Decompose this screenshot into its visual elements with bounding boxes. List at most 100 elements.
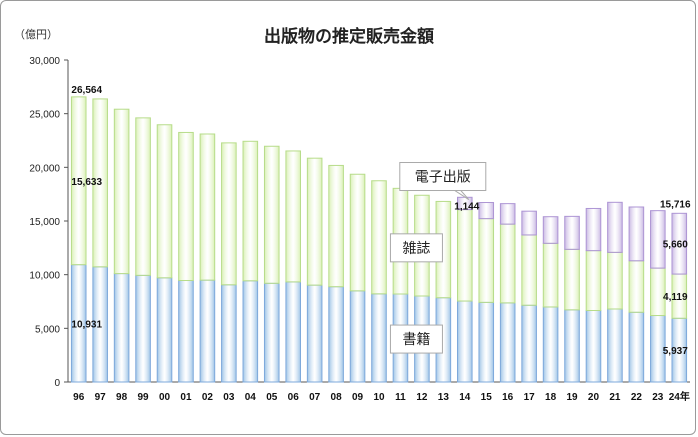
data-label: 4,119 (663, 292, 688, 303)
bar-segment-magazines (178, 131, 194, 282)
x-tick-label: 20 (588, 392, 600, 403)
bar-segment-magazines (328, 164, 344, 288)
bar-segment-magazines (457, 209, 473, 302)
x-tick-label: 18 (545, 392, 557, 403)
bar-segment-books (135, 274, 151, 383)
bar-segment-books (242, 280, 259, 383)
x-tick-label: 97 (95, 392, 107, 403)
y-tick-label: 25,000 (29, 110, 60, 121)
data-label: 15,633 (71, 177, 102, 188)
bar-segment-magazines (199, 133, 216, 281)
callout-digital-label: 電子出版 (415, 170, 471, 186)
y-tick-label: 15,000 (29, 217, 60, 228)
data-label: 26,564 (71, 85, 102, 96)
bar-segment-magazines (156, 124, 173, 279)
bar-segment-books (349, 290, 366, 383)
x-tick-label: 99 (138, 392, 150, 403)
x-tick-label: 13 (438, 392, 450, 403)
bar-segment-magazines (628, 260, 645, 313)
x-tick-label: 10 (373, 392, 385, 403)
bar-segment-books (478, 301, 495, 383)
bar-segment-books (499, 302, 516, 383)
x-tick-label: 17 (524, 392, 536, 403)
data-label: 10,931 (71, 319, 102, 330)
bar-segment-books (564, 309, 580, 383)
bar-segment-magazines (242, 140, 259, 282)
y-tick-label: 20,000 (29, 163, 60, 174)
bar-segment-magazines (135, 117, 151, 276)
x-tick-label: 14 (459, 392, 471, 403)
bar-segment-digital (499, 203, 516, 225)
x-tick-label: 15 (481, 392, 493, 403)
bar-segment-digital (671, 212, 688, 275)
x-tick-label: 16 (502, 392, 514, 403)
bar-segment-books (628, 311, 645, 383)
bar-segment-magazines (478, 218, 495, 303)
data-label: 5,660 (663, 240, 688, 251)
bar-segment-magazines (221, 142, 237, 286)
x-tick-label: 09 (352, 392, 364, 403)
x-tick-label: 96 (73, 392, 85, 403)
data-label: 1,144 (454, 201, 479, 212)
bar-segment-magazines (585, 250, 602, 312)
x-tick-label: 06 (288, 392, 300, 403)
bar-segment-digital (521, 210, 537, 236)
bar-segment-books (607, 308, 623, 383)
bar-segment-magazines (349, 173, 366, 292)
bar-segment-books (585, 310, 602, 383)
bar-segment-books (306, 284, 323, 383)
callout-books-label: 書籍 (402, 331, 430, 348)
bar-segment-books (371, 293, 387, 383)
x-tick-label: 24年 (669, 390, 690, 403)
bar-segment-books (178, 280, 194, 383)
data-label: 15,716 (660, 199, 691, 210)
bar-segment-magazines (521, 234, 537, 306)
bar-segment-digital (585, 207, 602, 252)
x-tick-label: 05 (266, 392, 278, 403)
bar-segment-magazines (92, 98, 108, 268)
x-tick-label: 19 (566, 392, 578, 403)
bar-segment-magazines (285, 150, 301, 283)
bar-segment-magazines (542, 242, 559, 308)
chart-title: 出版物の推定販売金額 (264, 27, 434, 47)
bar-segment-books (521, 304, 537, 383)
bar-segment-digital (650, 210, 666, 269)
y-tick-label: 0 (54, 378, 60, 389)
y-tick-label: 30,000 (29, 56, 60, 67)
callout-books-box (389, 324, 443, 354)
x-tick-label: 11 (395, 392, 406, 403)
x-tick-label: 12 (416, 392, 428, 403)
bar-segment-magazines (607, 251, 623, 310)
bar-segment-magazines (113, 108, 130, 275)
bar-segment-magazines (306, 157, 323, 286)
x-tick-label: 21 (609, 392, 621, 403)
bar-segment-magazines (499, 223, 516, 304)
x-tick-label: 98 (116, 392, 128, 403)
x-tick-label: 07 (309, 392, 321, 403)
y-tick-label: 5,000 (35, 324, 60, 335)
callout-digital-box (399, 162, 487, 192)
bar-segment-books (457, 300, 473, 383)
bar-segment-digital (542, 216, 559, 244)
bar-segment-magazines (263, 145, 280, 284)
callout-magazines-box (389, 233, 443, 263)
bar-segment-magazines (371, 180, 387, 295)
bar-segment-books (156, 277, 173, 383)
bar-segment-digital (564, 215, 580, 250)
callout-magazines-label: 雑誌 (402, 241, 430, 257)
bar-segment-books (328, 286, 344, 383)
bar-segment-books (285, 281, 301, 383)
bar-segment-books (221, 284, 237, 383)
bar-segment-magazines (70, 96, 87, 266)
bar-segment-books (542, 306, 559, 383)
bar-segment-magazines (564, 248, 580, 311)
callout-pointer (453, 190, 470, 200)
bar-segment-digital (628, 206, 645, 262)
bar-segment-books (263, 282, 280, 383)
bar-segment-books (199, 279, 216, 383)
x-tick-label: 03 (223, 392, 235, 403)
x-tick-label: 22 (631, 392, 643, 403)
bar-segment-books (113, 273, 130, 383)
x-tick-label: 00 (159, 392, 171, 403)
